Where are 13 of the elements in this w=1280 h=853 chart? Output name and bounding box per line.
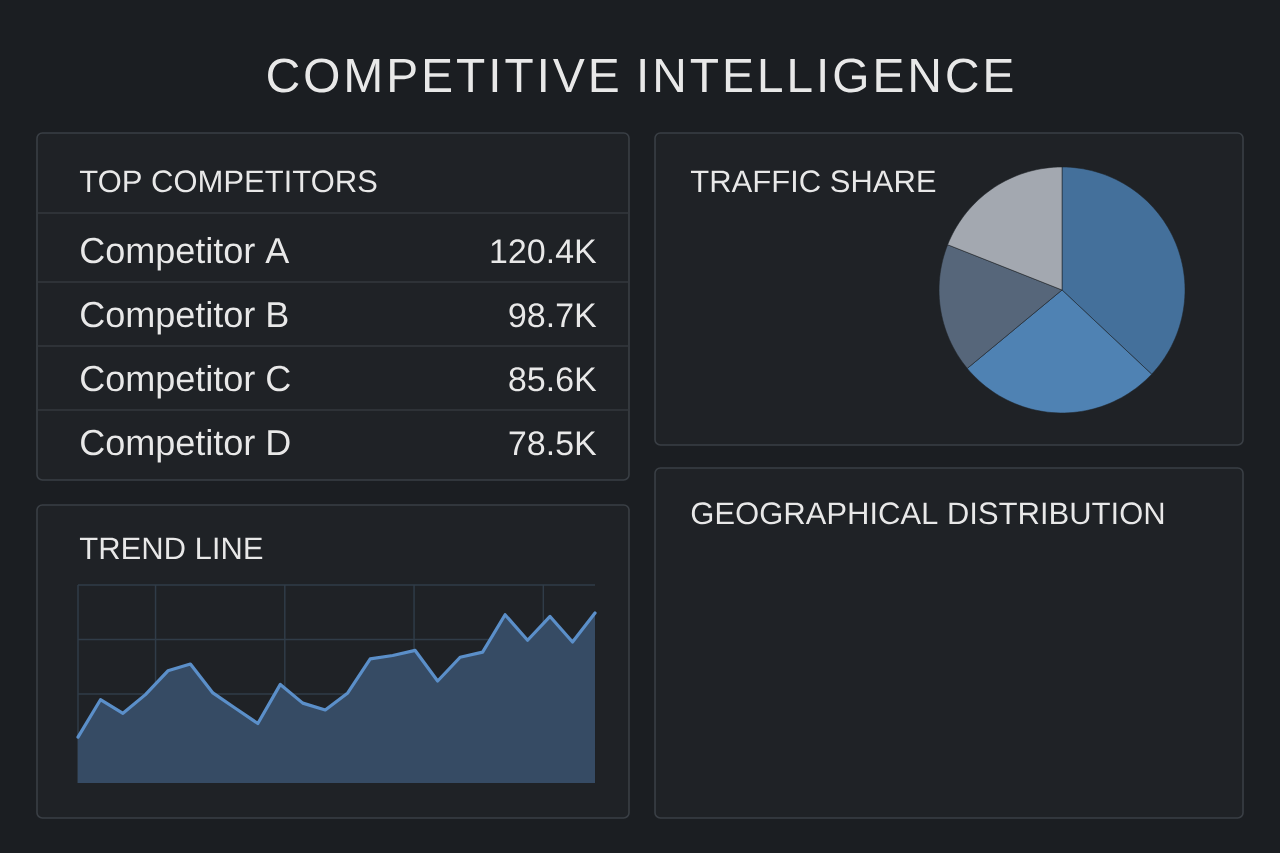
text: GEOGRAPHICAL DISTRIBUTION bbox=[691, 502, 1164, 525]
text: 85.6K bbox=[509, 367, 597, 392]
text: COMPETITIVE INTELLIGENCE bbox=[268, 58, 1013, 93]
category-label: Competitor C bbox=[81, 364, 290, 399]
text: TOP COMPETITORS bbox=[79, 170, 377, 193]
text: 98.7K bbox=[509, 303, 597, 328]
category-label: Competitor B bbox=[81, 300, 288, 335]
chart-title: TREND LINE bbox=[79, 537, 263, 559]
chart-title: TRAFFIC SHARE bbox=[690, 170, 936, 193]
category-label: Competitor D bbox=[81, 428, 290, 463]
text: 120.4K bbox=[491, 239, 597, 264]
category-label: Competitor A bbox=[81, 236, 290, 271]
text: 78.5K bbox=[509, 431, 597, 456]
